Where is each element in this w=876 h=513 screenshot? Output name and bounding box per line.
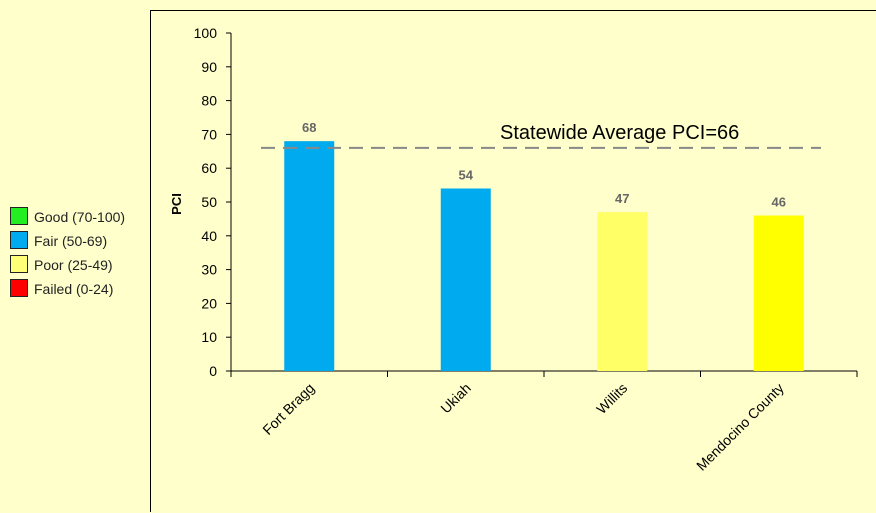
y-tick-label: 30 <box>201 262 217 278</box>
y-tick-label: 50 <box>201 194 217 210</box>
x-tick-label: Fort Bragg <box>259 380 317 438</box>
bar-ukiah <box>440 188 491 371</box>
legend-item-fair: Fair (50-69) <box>10 231 150 255</box>
bar-willits <box>597 212 648 371</box>
legend-item-poor: Poor (25-49) <box>10 255 150 279</box>
legend: Good (70-100) Fair (50-69) Poor (25-49) … <box>10 207 150 303</box>
data-label: 47 <box>615 191 629 206</box>
plot-frame: 0 10 20 30 40 50 60 70 80 90 100 PCI 68 Fort Bragg 54 U… <box>150 10 876 512</box>
x-tick-label: Willits <box>593 380 630 417</box>
x-tick-label: Ukiah <box>437 380 474 417</box>
legend-swatch-poor <box>10 255 28 273</box>
legend-swatch-failed <box>10 279 28 297</box>
y-tick-label: 0 <box>209 363 217 379</box>
y-tick-label: 70 <box>201 126 217 142</box>
legend-swatch-fair <box>10 231 28 249</box>
legend-label-failed: Failed (0-24) <box>34 281 114 297</box>
y-tick-label: 40 <box>201 228 217 244</box>
x-tick-label: Mendocino County <box>693 380 787 474</box>
y-tick-label: 80 <box>201 93 217 109</box>
data-label: 46 <box>772 195 786 210</box>
legend-label-fair: Fair (50-69) <box>34 233 108 249</box>
legend-item-failed: Failed (0-24) <box>10 279 150 303</box>
legend-label-poor: Poor (25-49) <box>34 257 113 273</box>
legend-label-good: Good (70-100) <box>34 209 126 225</box>
bar-fort-bragg <box>284 141 335 371</box>
legend-swatch-good <box>10 207 28 225</box>
y-tick-label: 10 <box>201 329 217 345</box>
y-tick-label: 90 <box>201 59 217 75</box>
data-label: 54 <box>459 167 474 182</box>
y-tick-label: 100 <box>194 25 218 41</box>
bar-mendocino-county <box>753 215 804 371</box>
statewide-average-label: Statewide Average PCI=66 <box>500 122 739 144</box>
pci-bar-chart: 0 10 20 30 40 50 60 70 80 90 100 PCI 68 Fort Bragg 54 U… <box>169 25 858 474</box>
y-tick-label: 20 <box>201 295 217 311</box>
data-label: 68 <box>302 120 316 135</box>
y-tick-label: 60 <box>201 160 217 176</box>
legend-item-good: Good (70-100) <box>10 207 150 231</box>
y-axis-title: PCI <box>169 193 184 215</box>
